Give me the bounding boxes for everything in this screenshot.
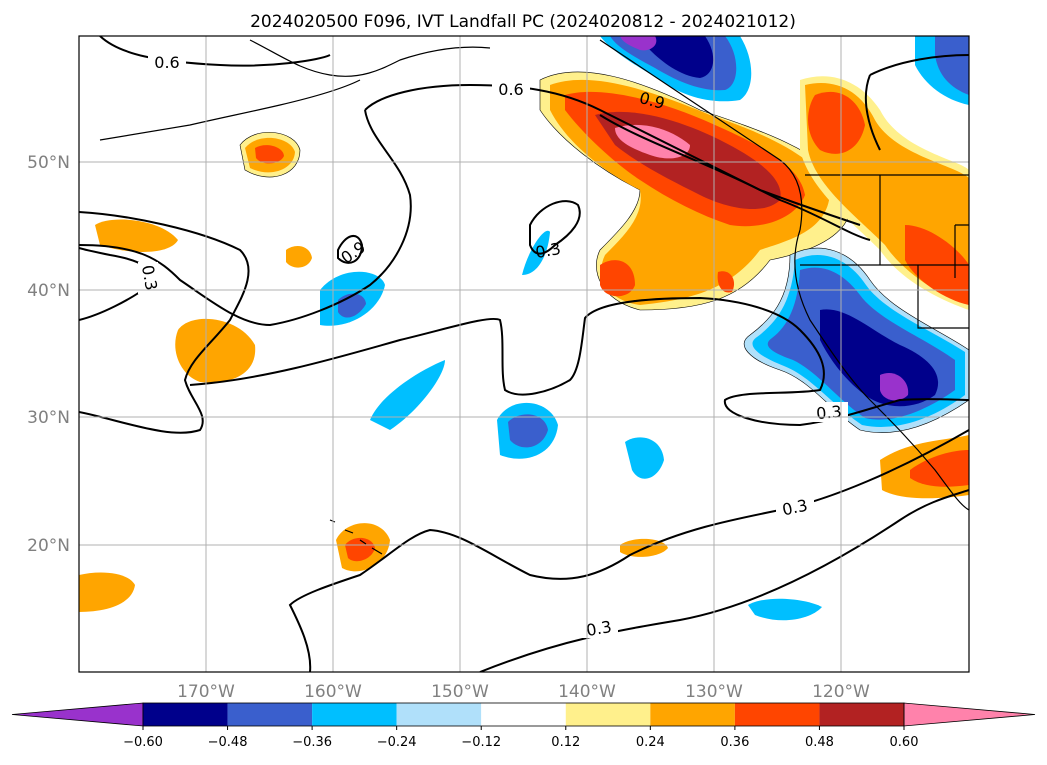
colorbar-segment (143, 703, 228, 726)
filled-shading (79, 36, 969, 621)
contour-0.6-ne (864, 54, 969, 151)
colorbar-tick-label: −0.24 (377, 735, 417, 750)
colorbar-segment (565, 703, 651, 726)
lon-tick-label: 140°W (558, 682, 616, 702)
colorbar-segment (396, 703, 482, 726)
colorbar-ticks: −0.60 −0.48 −0.36 −0.24 −0.12 0.12 0.24 0.36 0.4… (123, 726, 918, 750)
lon-tick-labels: 170°W 160°W 150°W 140°W 130°W 120°W (177, 682, 870, 702)
shade-inland-red-north (808, 91, 865, 154)
contour-0.6-mid (364, 83, 871, 241)
shade-blob-orange-163w (286, 246, 312, 268)
colorbar-tick-label: 0.12 (551, 735, 580, 750)
lat-tick-label: 50°N (27, 153, 70, 173)
lon-tick-label: 130°W (685, 682, 743, 702)
contour-label: 0.3 (780, 496, 809, 520)
lon-tick-label: 120°W (812, 682, 870, 702)
colorbar-segments (11, 702, 1036, 727)
shade-blob-red-165w (255, 145, 284, 164)
colorbar-tick-label: 0.48 (805, 735, 834, 750)
map-frame (78, 35, 970, 673)
lat-tick-label: 40°N (27, 281, 70, 301)
lon-tick-label: 160°W (304, 682, 362, 702)
colorbar-tick-label: 0.24 (636, 735, 665, 750)
gridlines (79, 36, 969, 672)
colorbar-segment (481, 703, 566, 726)
shade-blob-orange-sw (79, 572, 135, 612)
shade-blob-medblue-145w (508, 414, 548, 448)
contour-0.9-band (599, 114, 861, 226)
colorbar-tick-label: −0.12 (461, 735, 501, 750)
contour-label: 0.3 (815, 402, 842, 423)
shade-blob-orange-170w (175, 318, 256, 383)
coast-aleutians (99, 79, 361, 141)
colorbar-segment (819, 703, 904, 726)
shade-north-navy (640, 36, 714, 78)
colorbar: −0.60 −0.48 −0.36 −0.24 −0.12 0.12 0.24 0.36 0.4… (11, 702, 1036, 750)
contour-0.3-blob (529, 200, 581, 255)
shade-blob-red-hawaii (345, 537, 375, 562)
shade-north-purple (620, 36, 657, 51)
shade-blob-red-baja (910, 450, 969, 487)
contour-0.9-blob (337, 235, 364, 264)
colorbar-tick-label: −0.48 (208, 735, 248, 750)
lat-tick-label: 30°N (27, 408, 70, 428)
colorbar-tick-label: −0.60 (123, 735, 163, 750)
colorbar-tick-label: 0.36 (720, 735, 749, 750)
colorbar-tick-label: 0.60 (890, 735, 919, 750)
coast-west-us (794, 229, 969, 511)
figure-title: 2024020500 F096, IVT Landfall PC (202402… (250, 12, 796, 32)
shade-neg-navy (820, 309, 939, 407)
contour-label: 0.6 (498, 80, 523, 99)
contour-0.6-west (79, 109, 412, 327)
contour-0.3-bottom (479, 489, 969, 672)
shade-ne-medblue (935, 36, 969, 95)
contour-label: 0.3 (585, 617, 613, 640)
contour-label: 0.3 (138, 264, 161, 292)
contour-label: 0.6 (154, 53, 179, 72)
contour-0.3-west (79, 211, 250, 434)
coast-bc (599, 39, 803, 231)
lon-tick-label: 150°W (431, 682, 489, 702)
contour-0.3-main (189, 296, 969, 427)
shade-blob-red-130w (717, 271, 735, 293)
contour-label: 0.3 (534, 239, 562, 262)
coastlines (99, 39, 969, 555)
state-borders (800, 174, 969, 329)
colorbar-extend-min (11, 702, 144, 727)
map-panel: 0.6 0.6 0.9 0.9 0.3 0.3 0.3 0.3 0.3 (27, 35, 970, 702)
colorbar-segment (734, 703, 820, 726)
shade-blob-blue-136w (625, 437, 664, 479)
colorbar-segment (650, 703, 735, 726)
shade-blob-red-140w (600, 260, 635, 297)
lat-tick-labels: 50°N 40°N 30°N 20°N (27, 153, 70, 556)
coast-alaska (249, 39, 491, 77)
colorbar-frame (142, 702, 905, 727)
colorbar-extend-max (903, 702, 1036, 727)
lon-tick-label: 170°W (177, 682, 235, 702)
colorbar-segment (312, 703, 397, 726)
shade-neg-purple (880, 372, 909, 401)
shade-blob-blue-125w (748, 598, 822, 621)
shade-blob-orange-175w (95, 219, 178, 252)
contour-0.6-north (99, 36, 331, 67)
shade-blob-blue-155w (370, 360, 445, 430)
colorbar-segment (227, 703, 313, 726)
colorbar-tick-label: −0.36 (292, 735, 332, 750)
lat-tick-label: 20°N (27, 536, 70, 556)
